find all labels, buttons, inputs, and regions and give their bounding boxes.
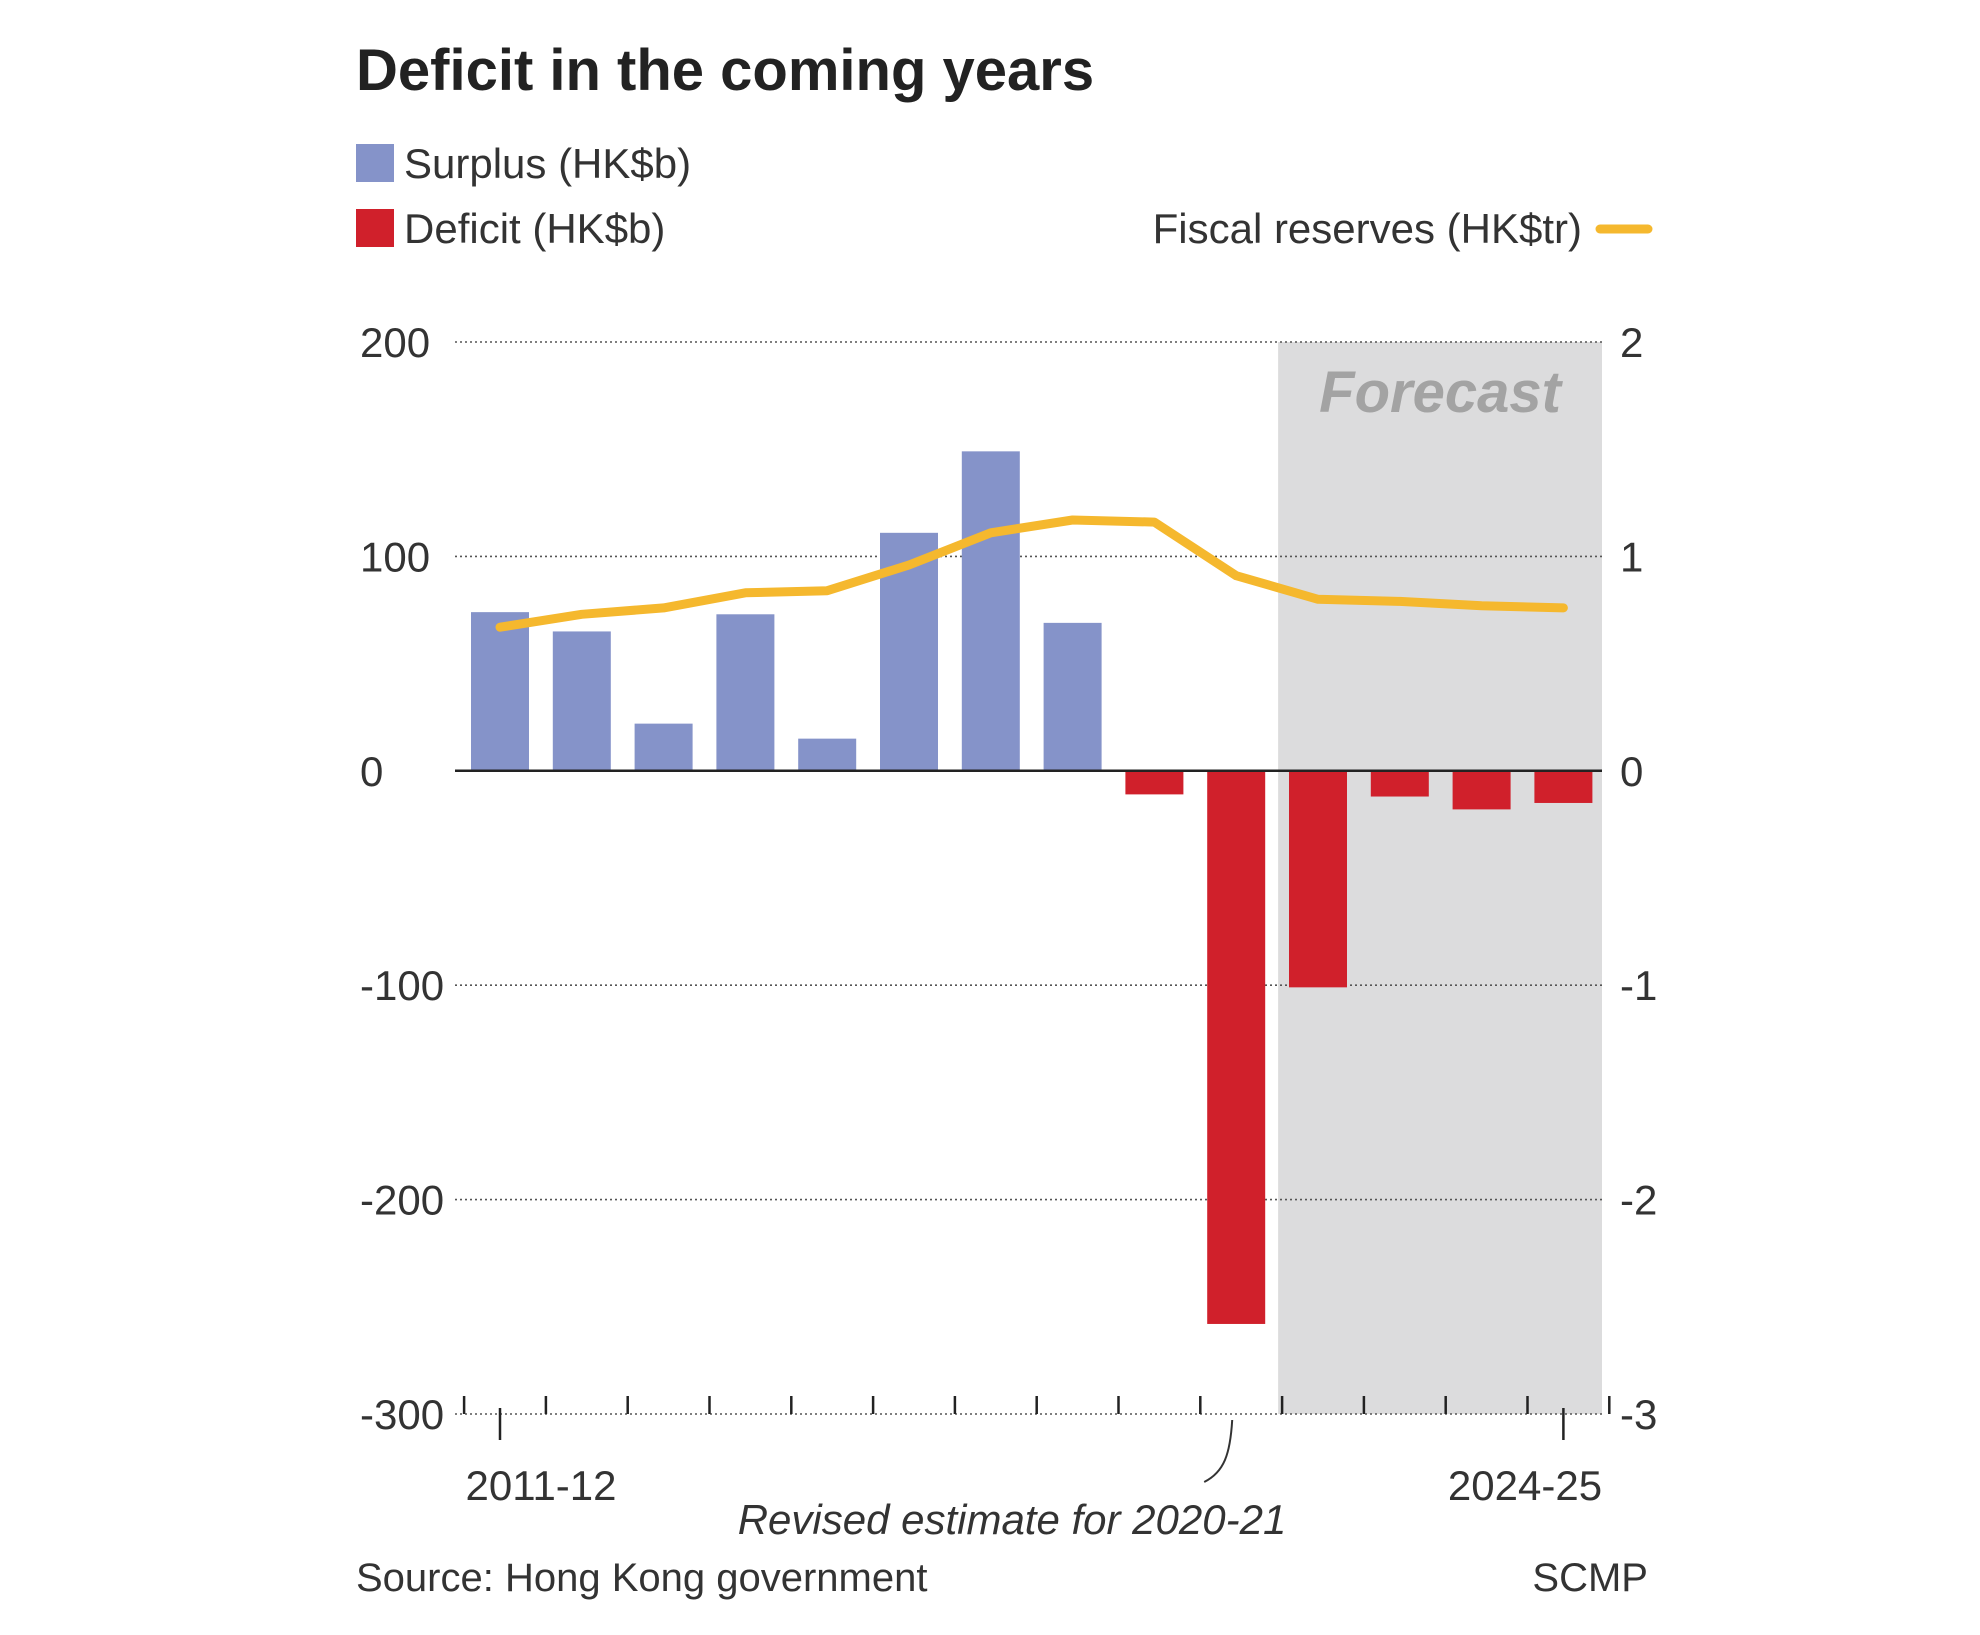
legend-swatch-deficit bbox=[356, 209, 394, 247]
x-tick-label-last: 2024-25 bbox=[1448, 1462, 1602, 1509]
annotation-label: Revised estimate for 2020-21 bbox=[738, 1496, 1287, 1543]
bar-surplus-2017-18 bbox=[961, 451, 1020, 771]
chart-title: Deficit in the coming years bbox=[356, 38, 1094, 103]
legend-swatch-surplus bbox=[356, 144, 394, 182]
bar-surplus-2014-15 bbox=[716, 614, 775, 771]
legend-label-deficit: Deficit (HK$b) bbox=[404, 205, 665, 252]
y-left-tick-label: 200 bbox=[360, 319, 430, 366]
bar-deficit-2020-21 bbox=[1207, 770, 1266, 1324]
y-left-tick-label: 0 bbox=[360, 748, 383, 795]
forecast-label: Forecast bbox=[1319, 360, 1563, 425]
credit: SCMP bbox=[1532, 1556, 1648, 1600]
legend-label-surplus: Surplus (HK$b) bbox=[404, 140, 691, 187]
bar-deficit-2024-25 bbox=[1534, 770, 1593, 803]
y-right-tick-label: -3 bbox=[1620, 1391, 1657, 1438]
bar-deficit-2023-24 bbox=[1452, 770, 1511, 810]
bar-surplus-2011-12 bbox=[471, 612, 529, 771]
bar-deficit-2019-20 bbox=[1125, 770, 1184, 795]
annotation-connector bbox=[1203, 1419, 1234, 1483]
bar-surplus-2018-19 bbox=[1043, 622, 1102, 771]
y-right-tick-label: -1 bbox=[1620, 962, 1657, 1009]
legend-label-reserves: Fiscal reserves (HK$tr) bbox=[1153, 205, 1582, 252]
x-tick-label-first: 2011-12 bbox=[465, 1462, 616, 1509]
y-left-tick-label: -300 bbox=[360, 1391, 444, 1438]
y-left-tick-label: -200 bbox=[360, 1177, 444, 1224]
y-left-tick-label: 100 bbox=[360, 533, 430, 580]
source-note: Source: Hong Kong government bbox=[356, 1556, 927, 1600]
bar-surplus-2012-13 bbox=[552, 631, 611, 771]
bar-deficit-2021-22 bbox=[1289, 770, 1347, 988]
series-line-fiscal-reserves bbox=[495, 515, 1568, 632]
y-left-tick-label: -100 bbox=[360, 962, 444, 1009]
y-right-tick-label: 1 bbox=[1620, 533, 1643, 580]
bar-surplus-2013-14 bbox=[634, 723, 693, 771]
y-right-tick-label: 2 bbox=[1620, 319, 1643, 366]
bar-deficit-2022-23 bbox=[1370, 770, 1429, 797]
y-right-tick-label: -2 bbox=[1620, 1177, 1657, 1224]
y-right-tick-label: 0 bbox=[1620, 748, 1643, 795]
bar-surplus-2015-16 bbox=[798, 738, 857, 771]
